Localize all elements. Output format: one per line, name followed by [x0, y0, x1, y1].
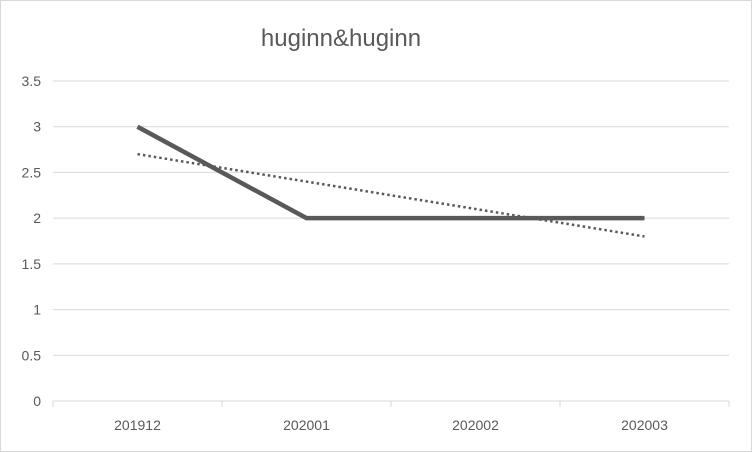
x-axis: [52, 400, 730, 407]
y-tick-label: 2.5: [22, 164, 42, 180]
x-tick-label: 202003: [621, 417, 668, 433]
y-tick-label: 0.5: [22, 347, 42, 363]
x-tick-label: 201912: [114, 417, 161, 433]
y-tick-label: 0: [33, 393, 41, 409]
chart-title: huginn&huginn: [261, 25, 421, 52]
x-axis-tick-labels: 201912 202001 202002 202003: [114, 417, 668, 433]
y-tick-label: 3.5: [22, 73, 42, 89]
y-tick-label: 2: [33, 210, 41, 226]
data-series: [136, 124, 645, 221]
y-tick-label: 1: [33, 302, 41, 318]
y-tick-label: 1.5: [22, 256, 42, 272]
series-line: [136, 124, 645, 221]
gridlines: [53, 80, 729, 356]
x-tick-label: 202002: [452, 417, 499, 433]
x-tick-label: 202001: [283, 417, 330, 433]
y-tick-label: 3: [33, 119, 41, 135]
y-axis-tick-labels: 0 0.5 1 1.5 2 2.5 3 3.5: [22, 73, 42, 409]
